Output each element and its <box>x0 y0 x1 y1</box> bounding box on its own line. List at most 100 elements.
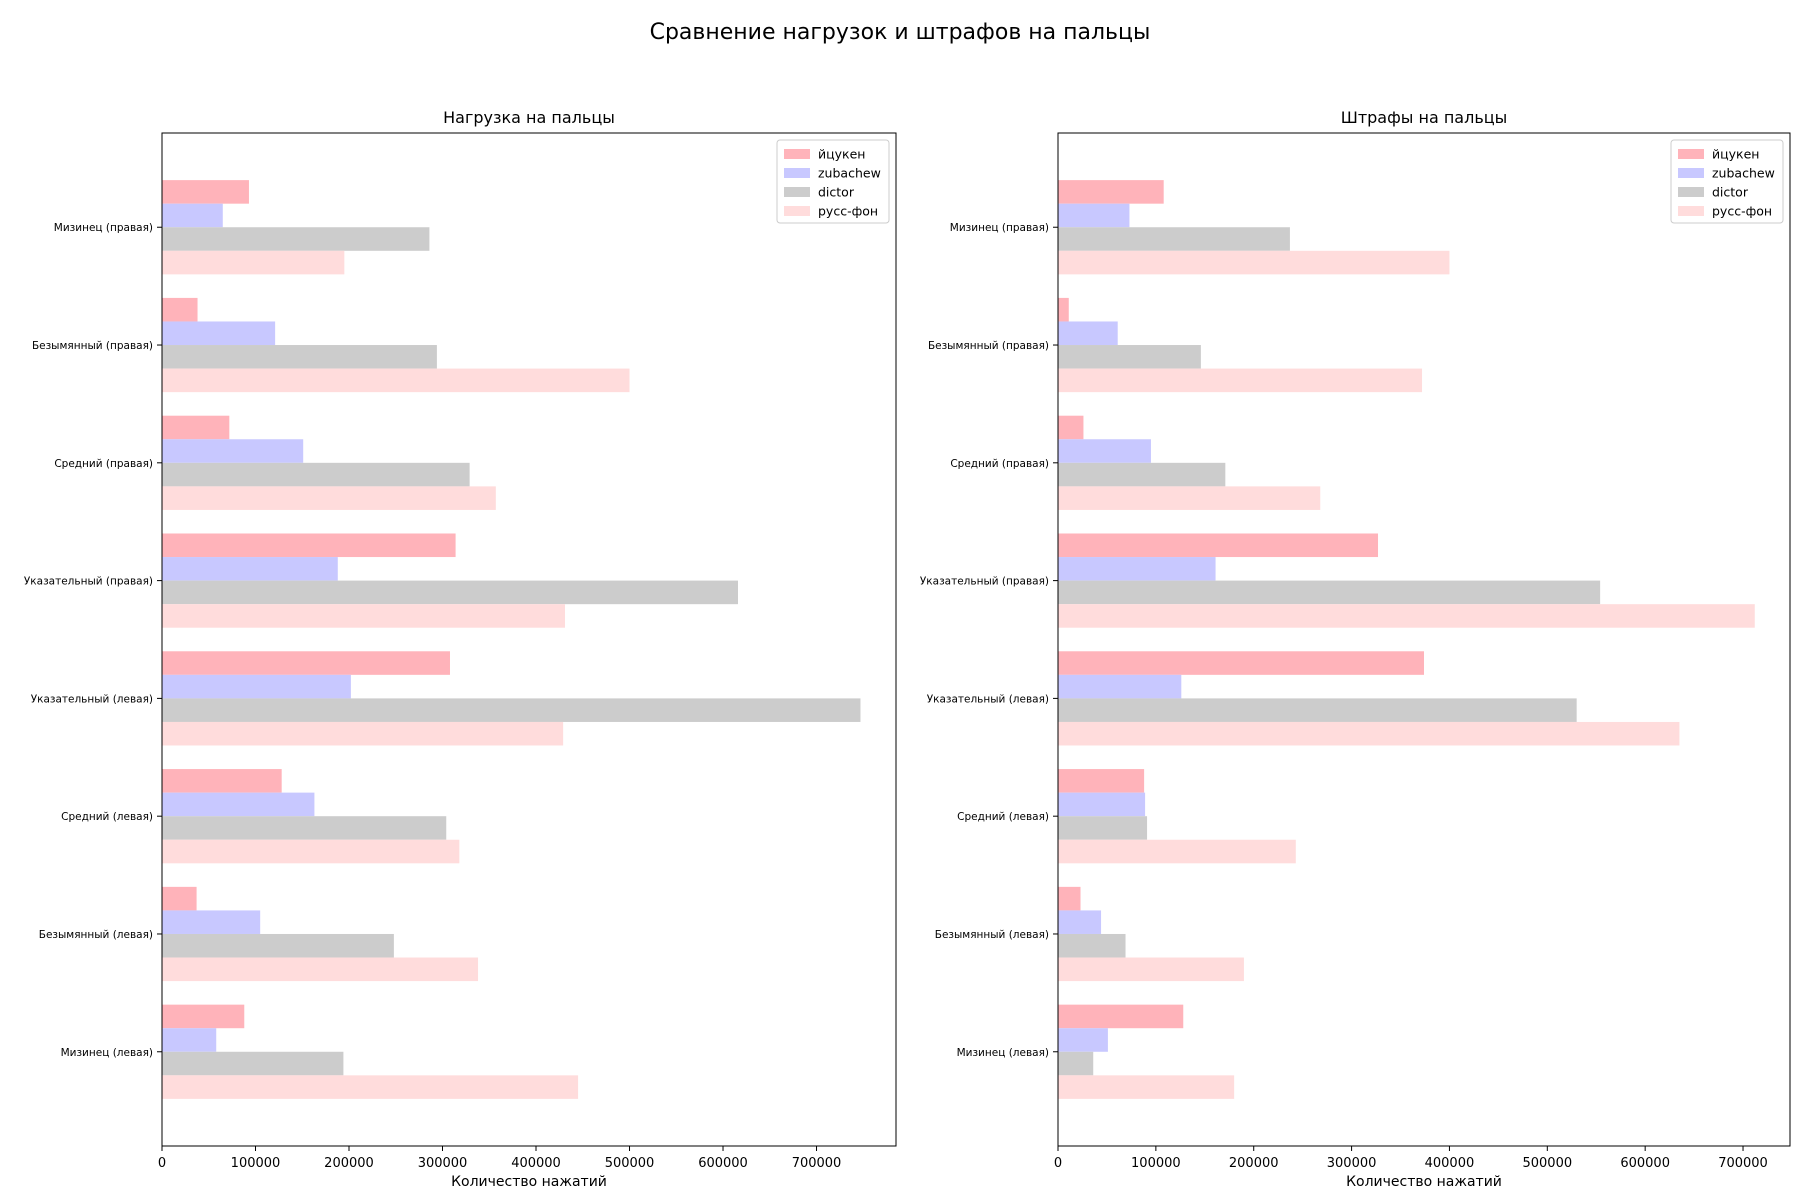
bar-zubachew-3 <box>162 674 351 699</box>
y-tick-label: Мизинец (правая) <box>950 222 1049 234</box>
bar-dictor-3 <box>162 698 861 722</box>
legend-label: dictor <box>818 185 855 200</box>
bar-русс-фон-0 <box>162 1075 579 1099</box>
bar-русс-фон-1 <box>162 957 479 982</box>
bar-русс-фон-4 <box>162 604 565 628</box>
x-tick-label: 600000 <box>698 1156 748 1171</box>
legend: йцукен zubachew dictor русс-фон <box>776 139 890 224</box>
bar-йцукен-7 <box>1058 180 1164 204</box>
bar-русс-фон-5 <box>1058 486 1321 510</box>
bar-йцукен-0 <box>162 1004 245 1029</box>
x-axis-label: Количество нажатий <box>1346 1174 1502 1190</box>
bar-dictor-1 <box>162 933 394 958</box>
bar-русс-фон-2 <box>162 839 460 864</box>
legend-swatch <box>1678 168 1704 178</box>
legend-label: русс-фон <box>1712 204 1772 219</box>
x-tick-label: 300000 <box>418 1156 468 1171</box>
bar-zubachew-7 <box>1058 203 1130 228</box>
x-tick-label: 200000 <box>1229 1156 1279 1171</box>
y-tick-label: Средний (левая) <box>61 811 153 823</box>
chart-panel-2: Мизинец (левая) Безымянный (левая) Средний… <box>920 108 1791 1190</box>
bar-zubachew-2 <box>162 792 315 817</box>
bar-русс-фон-5 <box>162 486 496 510</box>
legend-label: русс-фон <box>818 204 878 219</box>
legend-label: йцукен <box>1712 147 1759 162</box>
x-tick-label: 600000 <box>1620 1156 1670 1171</box>
bar-русс-фон-1 <box>1058 957 1244 982</box>
bar-йцукен-2 <box>1058 769 1145 793</box>
bar-dictor-0 <box>1058 1051 1094 1076</box>
bar-zubachew-6 <box>162 321 276 346</box>
y-tick-label: Указательный (правая) <box>920 576 1049 588</box>
bar-йцукен-4 <box>1058 533 1379 558</box>
x-tick-label: 700000 <box>1718 1156 1768 1171</box>
y-tick-label: Указательный (левая) <box>927 693 1049 705</box>
bar-zubachew-0 <box>162 1028 217 1052</box>
y-tick-label: Средний (правая) <box>54 458 153 470</box>
y-tick-label: Средний (левая) <box>957 811 1049 823</box>
bar-русс-фон-0 <box>1058 1075 1235 1099</box>
bar-dictor-1 <box>1058 933 1126 958</box>
bar-йцукен-4 <box>162 533 456 558</box>
bar-zubachew-4 <box>1058 557 1216 581</box>
x-tick-label: 200000 <box>324 1156 374 1171</box>
x-tick-label: 400000 <box>1425 1156 1475 1171</box>
y-tick-label: Безымянный (левая) <box>39 929 153 941</box>
bar-zubachew-6 <box>1058 321 1118 346</box>
bar-dictor-6 <box>1058 345 1201 369</box>
legend-label: zubachew <box>818 166 881 181</box>
bar-йцукен-5 <box>162 415 230 440</box>
bar-zubachew-3 <box>1058 674 1182 699</box>
bar-zubachew-5 <box>1058 439 1151 463</box>
bar-dictor-7 <box>1058 227 1290 251</box>
bar-русс-фон-6 <box>1058 368 1423 393</box>
axes-frame <box>161 132 897 1147</box>
y-tick-label: Безымянный (правая) <box>928 340 1049 352</box>
bar-zubachew-7 <box>162 203 223 228</box>
legend-label: zubachew <box>1712 166 1775 181</box>
axes-frame <box>1057 132 1791 1147</box>
bar-йцукен-6 <box>1058 297 1069 322</box>
y-tick-label: Указательный (правая) <box>24 576 153 588</box>
bar-zubachew-2 <box>1058 792 1146 817</box>
x-axis-label: Количество нажатий <box>451 1174 607 1190</box>
panel-title: Штрафы на пальцы <box>1341 108 1508 127</box>
x-tick-label: 300000 <box>1327 1156 1377 1171</box>
bar-dictor-7 <box>162 227 430 251</box>
bar-dictor-2 <box>162 816 447 840</box>
y-tick-label: Указательный (левая) <box>31 693 153 705</box>
bar-zubachew-4 <box>162 557 338 581</box>
bar-dictor-5 <box>1058 462 1226 487</box>
bar-йцукен-3 <box>1058 651 1424 675</box>
y-tick-label: Мизинец (правая) <box>54 222 153 234</box>
figure-title: Сравнение нагрузок и штрафов на пальцы <box>649 20 1151 45</box>
legend-swatch <box>784 206 810 216</box>
bar-русс-фон-4 <box>1058 604 1755 628</box>
bar-dictor-4 <box>162 580 738 605</box>
x-tick-label: 100000 <box>231 1156 281 1171</box>
legend-swatch <box>1678 187 1704 197</box>
bar-йцукен-2 <box>162 769 282 793</box>
chart-panel-1: Мизинец (левая) Безымянный (левая) Средний… <box>24 108 897 1190</box>
x-tick-label: 500000 <box>605 1156 655 1171</box>
x-tick-label: 400000 <box>511 1156 561 1171</box>
bar-йцукен-5 <box>1058 415 1084 440</box>
bar-dictor-2 <box>1058 816 1148 840</box>
bar-dictor-4 <box>1058 580 1601 605</box>
bar-йцукен-3 <box>162 651 450 675</box>
bar-zubachew-1 <box>162 910 261 934</box>
legend-frame <box>776 139 890 224</box>
bar-йцукен-6 <box>162 297 198 322</box>
legend-swatch <box>1678 149 1704 159</box>
legend-swatch <box>784 168 810 178</box>
legend-swatch <box>784 187 810 197</box>
x-tick-label: 100000 <box>1131 1156 1181 1171</box>
y-tick-label: Мизинец (левая) <box>957 1047 1049 1059</box>
y-tick-label: Безымянный (левая) <box>935 929 1049 941</box>
bar-русс-фон-6 <box>162 368 630 393</box>
legend-swatch <box>1678 206 1704 216</box>
legend-frame <box>1670 139 1784 224</box>
bar-йцукен-7 <box>162 180 249 204</box>
x-tick-label: 700000 <box>792 1156 842 1171</box>
